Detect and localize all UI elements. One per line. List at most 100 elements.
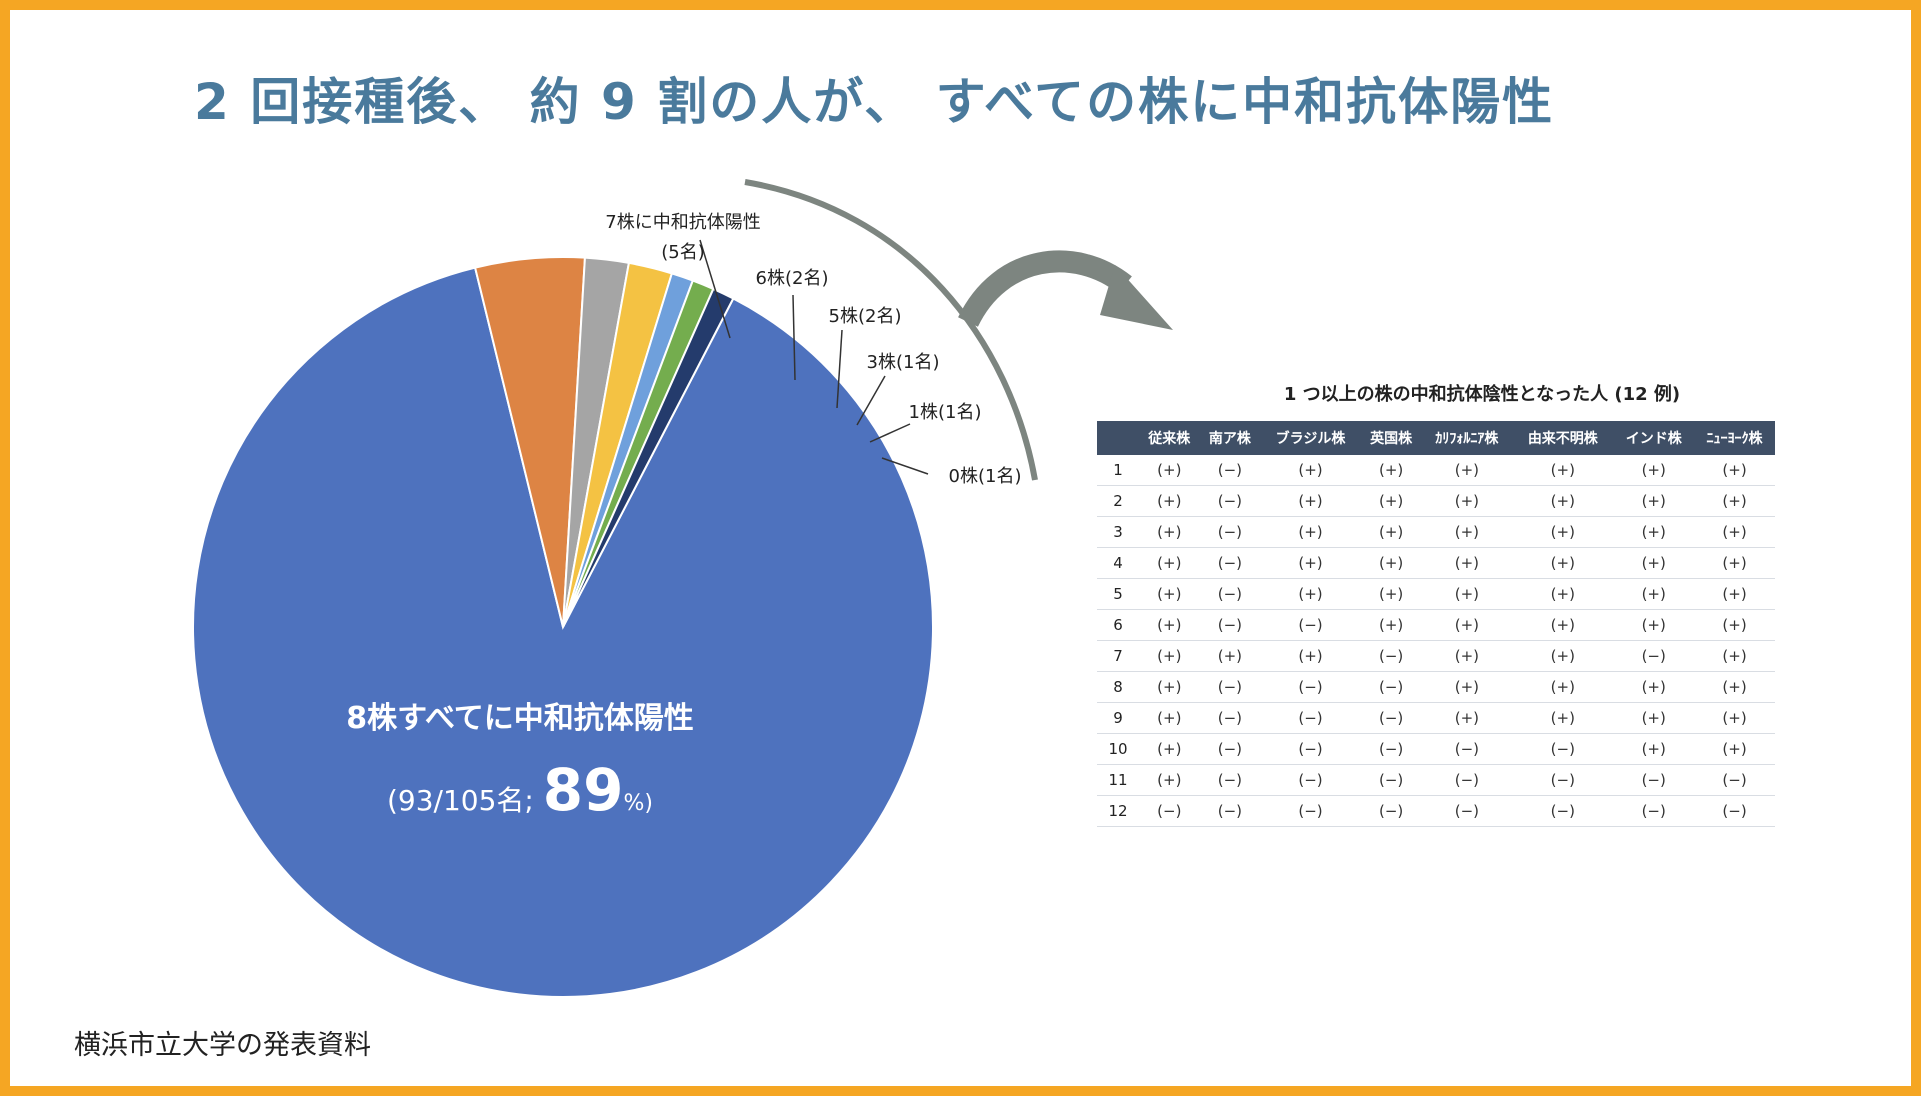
table-header-cell: ｶﾘﾌｫﾙﾆｱ株	[1421, 421, 1513, 455]
pie-slice-label: 0株(1名)	[949, 466, 1022, 487]
table-cell: (−)	[1512, 733, 1614, 765]
table-cell: (+)	[1421, 485, 1513, 517]
table-cell: (+)	[1139, 485, 1200, 517]
table-cell: (−)	[1260, 609, 1361, 641]
table-row: 12 (−) (−) (−) (−) (−) (−) (−) (−)	[1097, 795, 1775, 827]
table-row: 10 (+) (−) (−) (−) (−) (−) (+) (+)	[1097, 733, 1775, 765]
table-cell: (+)	[1613, 485, 1695, 517]
table-cell: (+)	[1421, 702, 1513, 734]
table-cell: (−)	[1199, 671, 1261, 703]
table-cell: (−)	[1360, 702, 1422, 734]
table-cell: (+)	[1360, 455, 1422, 486]
table-cell: (+)	[1512, 547, 1614, 579]
table-cell: (+)	[1512, 671, 1614, 703]
row-number: 6	[1097, 609, 1139, 641]
table-row: 6 (+) (−) (−) (+) (+) (+) (+) (+)	[1097, 609, 1775, 641]
row-number: 8	[1097, 671, 1139, 703]
table-cell: (−)	[1421, 795, 1513, 827]
row-number: 9	[1097, 702, 1139, 734]
table-cell: (+)	[1139, 640, 1200, 672]
table-cell: (+)	[1694, 640, 1775, 672]
pie-slice-label: 1株(1名)	[909, 402, 982, 423]
table-cell: (+)	[1512, 485, 1614, 517]
table-cell: (+)	[1260, 485, 1361, 517]
table-cell: (−)	[1260, 671, 1361, 703]
table-cell: (+)	[1139, 547, 1200, 579]
table-cell: (−)	[1421, 764, 1513, 796]
table-cell: (+)	[1613, 733, 1695, 765]
table-cell: (+)	[1421, 609, 1513, 641]
table-cell: (−)	[1260, 795, 1361, 827]
table-cell: (−)	[1613, 795, 1695, 827]
row-number: 7	[1097, 640, 1139, 672]
table-header-cell: ﾆｭｰﾖｰｸ株	[1694, 421, 1775, 455]
slide-title: 2 回接種後、 約 9 割の人が、 すべての株に中和抗体陽性	[194, 73, 1555, 131]
table-cell: (−)	[1139, 795, 1200, 827]
table-cell: (+)	[1139, 516, 1200, 548]
table-cell: (+)	[1613, 516, 1695, 548]
table-row: 7 (+) (+) (+) (−) (+) (+) (−) (+)	[1097, 640, 1775, 672]
table-cell: (+)	[1694, 609, 1775, 641]
row-number: 10	[1097, 733, 1139, 765]
table-cell: (+)	[1360, 578, 1422, 610]
table-cell: (+)	[1694, 516, 1775, 548]
table-cell: (+)	[1694, 485, 1775, 517]
table-cell: (−)	[1360, 795, 1422, 827]
pie-chart: 7株に中和抗体陽性 (5名) 6株(2名)5株(2名) 3株(1名) 1株(1名) 0株(…	[192, 179, 1173, 998]
table-cell: (+)	[1139, 733, 1200, 765]
table-cell: (−)	[1199, 578, 1261, 610]
table-header-cell: インド株	[1613, 421, 1695, 455]
table-cell: (+)	[1199, 640, 1261, 672]
leader-line	[869, 423, 911, 443]
table-cell: (−)	[1199, 516, 1261, 548]
table-cell: (−)	[1421, 733, 1513, 765]
table-cell: (+)	[1512, 578, 1614, 610]
table-row: 4 (+) (−) (+) (+) (+) (+) (+) (+)	[1097, 547, 1775, 579]
pie-slice-label: 5株(2名)	[829, 306, 902, 327]
table-cell: (+)	[1139, 609, 1200, 641]
table-row: 3 (+) (−) (+) (+) (+) (+) (+) (+)	[1097, 516, 1775, 548]
row-number: 4	[1097, 547, 1139, 579]
table-header-cell: 南ア株	[1199, 421, 1261, 455]
row-number: 11	[1097, 764, 1139, 796]
table-cell: (+)	[1613, 455, 1695, 486]
table-cell: (+)	[1512, 609, 1614, 641]
table-cell: (+)	[1694, 702, 1775, 734]
table-cell: (+)	[1260, 547, 1361, 579]
table-cell: (−)	[1360, 640, 1422, 672]
pie-slice	[562, 287, 735, 628]
table-row: 8 (+) (−) (−) (−) (+) (+) (+) (+)	[1097, 671, 1775, 703]
table-cell: (−)	[1260, 764, 1361, 796]
table-cell: (+)	[1360, 609, 1422, 641]
center-label: 8株すべてに中和抗体陽性	[346, 701, 694, 736]
row-number: 12	[1097, 795, 1139, 827]
table-row: 9 (+) (−) (−) (−) (+) (+) (+) (+)	[1097, 702, 1775, 734]
leader-line	[699, 239, 731, 339]
table-cell: (+)	[1421, 671, 1513, 703]
row-number: 2	[1097, 485, 1139, 517]
table-row: 5 (+) (−) (+) (+) (+) (+) (+) (+)	[1097, 578, 1775, 610]
table-cell: (+)	[1512, 702, 1614, 734]
row-number: 1	[1097, 455, 1139, 486]
table-cell: (+)	[1694, 455, 1775, 486]
table-cell: (+)	[1613, 671, 1695, 703]
table-cell: (+)	[1694, 547, 1775, 579]
center-sub: (93/105名; 89%)	[387, 756, 653, 824]
table-cell: (−)	[1694, 795, 1775, 827]
pie-slice	[192, 266, 934, 998]
strain-table: 従来株 南ア株 ブラジル株 英国株 ｶﾘﾌｫﾙﾆｱ株 由来不明株 インド株 ﾆｭｰﾖｰｸ株 1…	[1097, 421, 1775, 827]
table-cell: (−)	[1512, 764, 1614, 796]
table-row: 2 (+) (−) (+) (+) (+) (+) (+) (+)	[1097, 485, 1775, 517]
row-number: 5	[1097, 578, 1139, 610]
table-cell: (−)	[1199, 702, 1261, 734]
table-cell: (−)	[1199, 547, 1261, 579]
table-cell: (−)	[1199, 609, 1261, 641]
table-header-cell	[1097, 421, 1139, 455]
table-cell: (−)	[1613, 764, 1695, 796]
table-header-cell: 由来不明株	[1512, 421, 1614, 455]
table-cell: (+)	[1260, 640, 1361, 672]
table-cell: (−)	[1260, 733, 1361, 765]
table-header-cell: 従来株	[1139, 421, 1200, 455]
table-cell: (+)	[1694, 733, 1775, 765]
